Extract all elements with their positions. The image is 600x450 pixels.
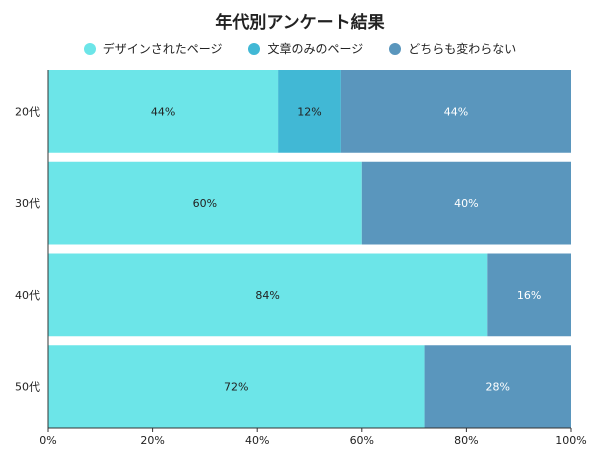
legend: デザインされたページ 文章のみのページ どちらも変わらない <box>0 40 600 57</box>
legend-item-text-only: 文章のみのページ <box>248 40 363 57</box>
legend-swatch-text-only <box>248 42 261 55</box>
bar-segment <box>340 70 571 153</box>
x-tick-label: 20% <box>140 434 164 447</box>
data-label: 44% <box>151 105 175 118</box>
legend-label-no-difference: どちらも変わらない <box>408 42 517 56</box>
data-label: 44% <box>444 105 468 118</box>
category-label: 20代 <box>15 105 40 118</box>
x-tick-label: 0% <box>39 434 56 447</box>
data-label: 60% <box>193 197 217 210</box>
x-tick-label: 80% <box>454 434 478 447</box>
data-label: 28% <box>486 381 510 394</box>
data-label: 72% <box>224 381 248 394</box>
x-tick-label: 100% <box>555 434 586 447</box>
bar-segment <box>48 161 362 245</box>
bar-segment <box>487 253 571 337</box>
x-tick-label: 40% <box>245 434 269 447</box>
category-label: 40代 <box>15 289 40 302</box>
x-tick-label: 60% <box>350 434 374 447</box>
bar-segment <box>48 345 425 428</box>
legend-item-designed: デザインされたページ <box>83 40 223 57</box>
legend-label-text-only: 文章のみのページ <box>267 42 364 56</box>
bar-segment <box>424 345 571 428</box>
legend-swatch-designed <box>83 42 96 55</box>
data-label: 12% <box>297 105 321 118</box>
chart-title: 年代別アンケート結果 <box>215 13 385 33</box>
data-label: 84% <box>255 289 279 302</box>
category-label: 50代 <box>15 381 40 394</box>
bar-segment <box>278 70 341 153</box>
legend-label-designed: デザインされたページ <box>102 42 223 56</box>
bar-segment <box>48 70 279 153</box>
data-label: 40% <box>454 197 478 210</box>
bar-segment <box>48 253 488 337</box>
legend-swatch-no-difference <box>389 42 402 55</box>
bar-segment <box>361 161 571 245</box>
data-label: 16% <box>517 289 541 302</box>
category-label: 30代 <box>15 197 40 210</box>
legend-item-no-difference: どちらも変わらない <box>389 40 516 57</box>
